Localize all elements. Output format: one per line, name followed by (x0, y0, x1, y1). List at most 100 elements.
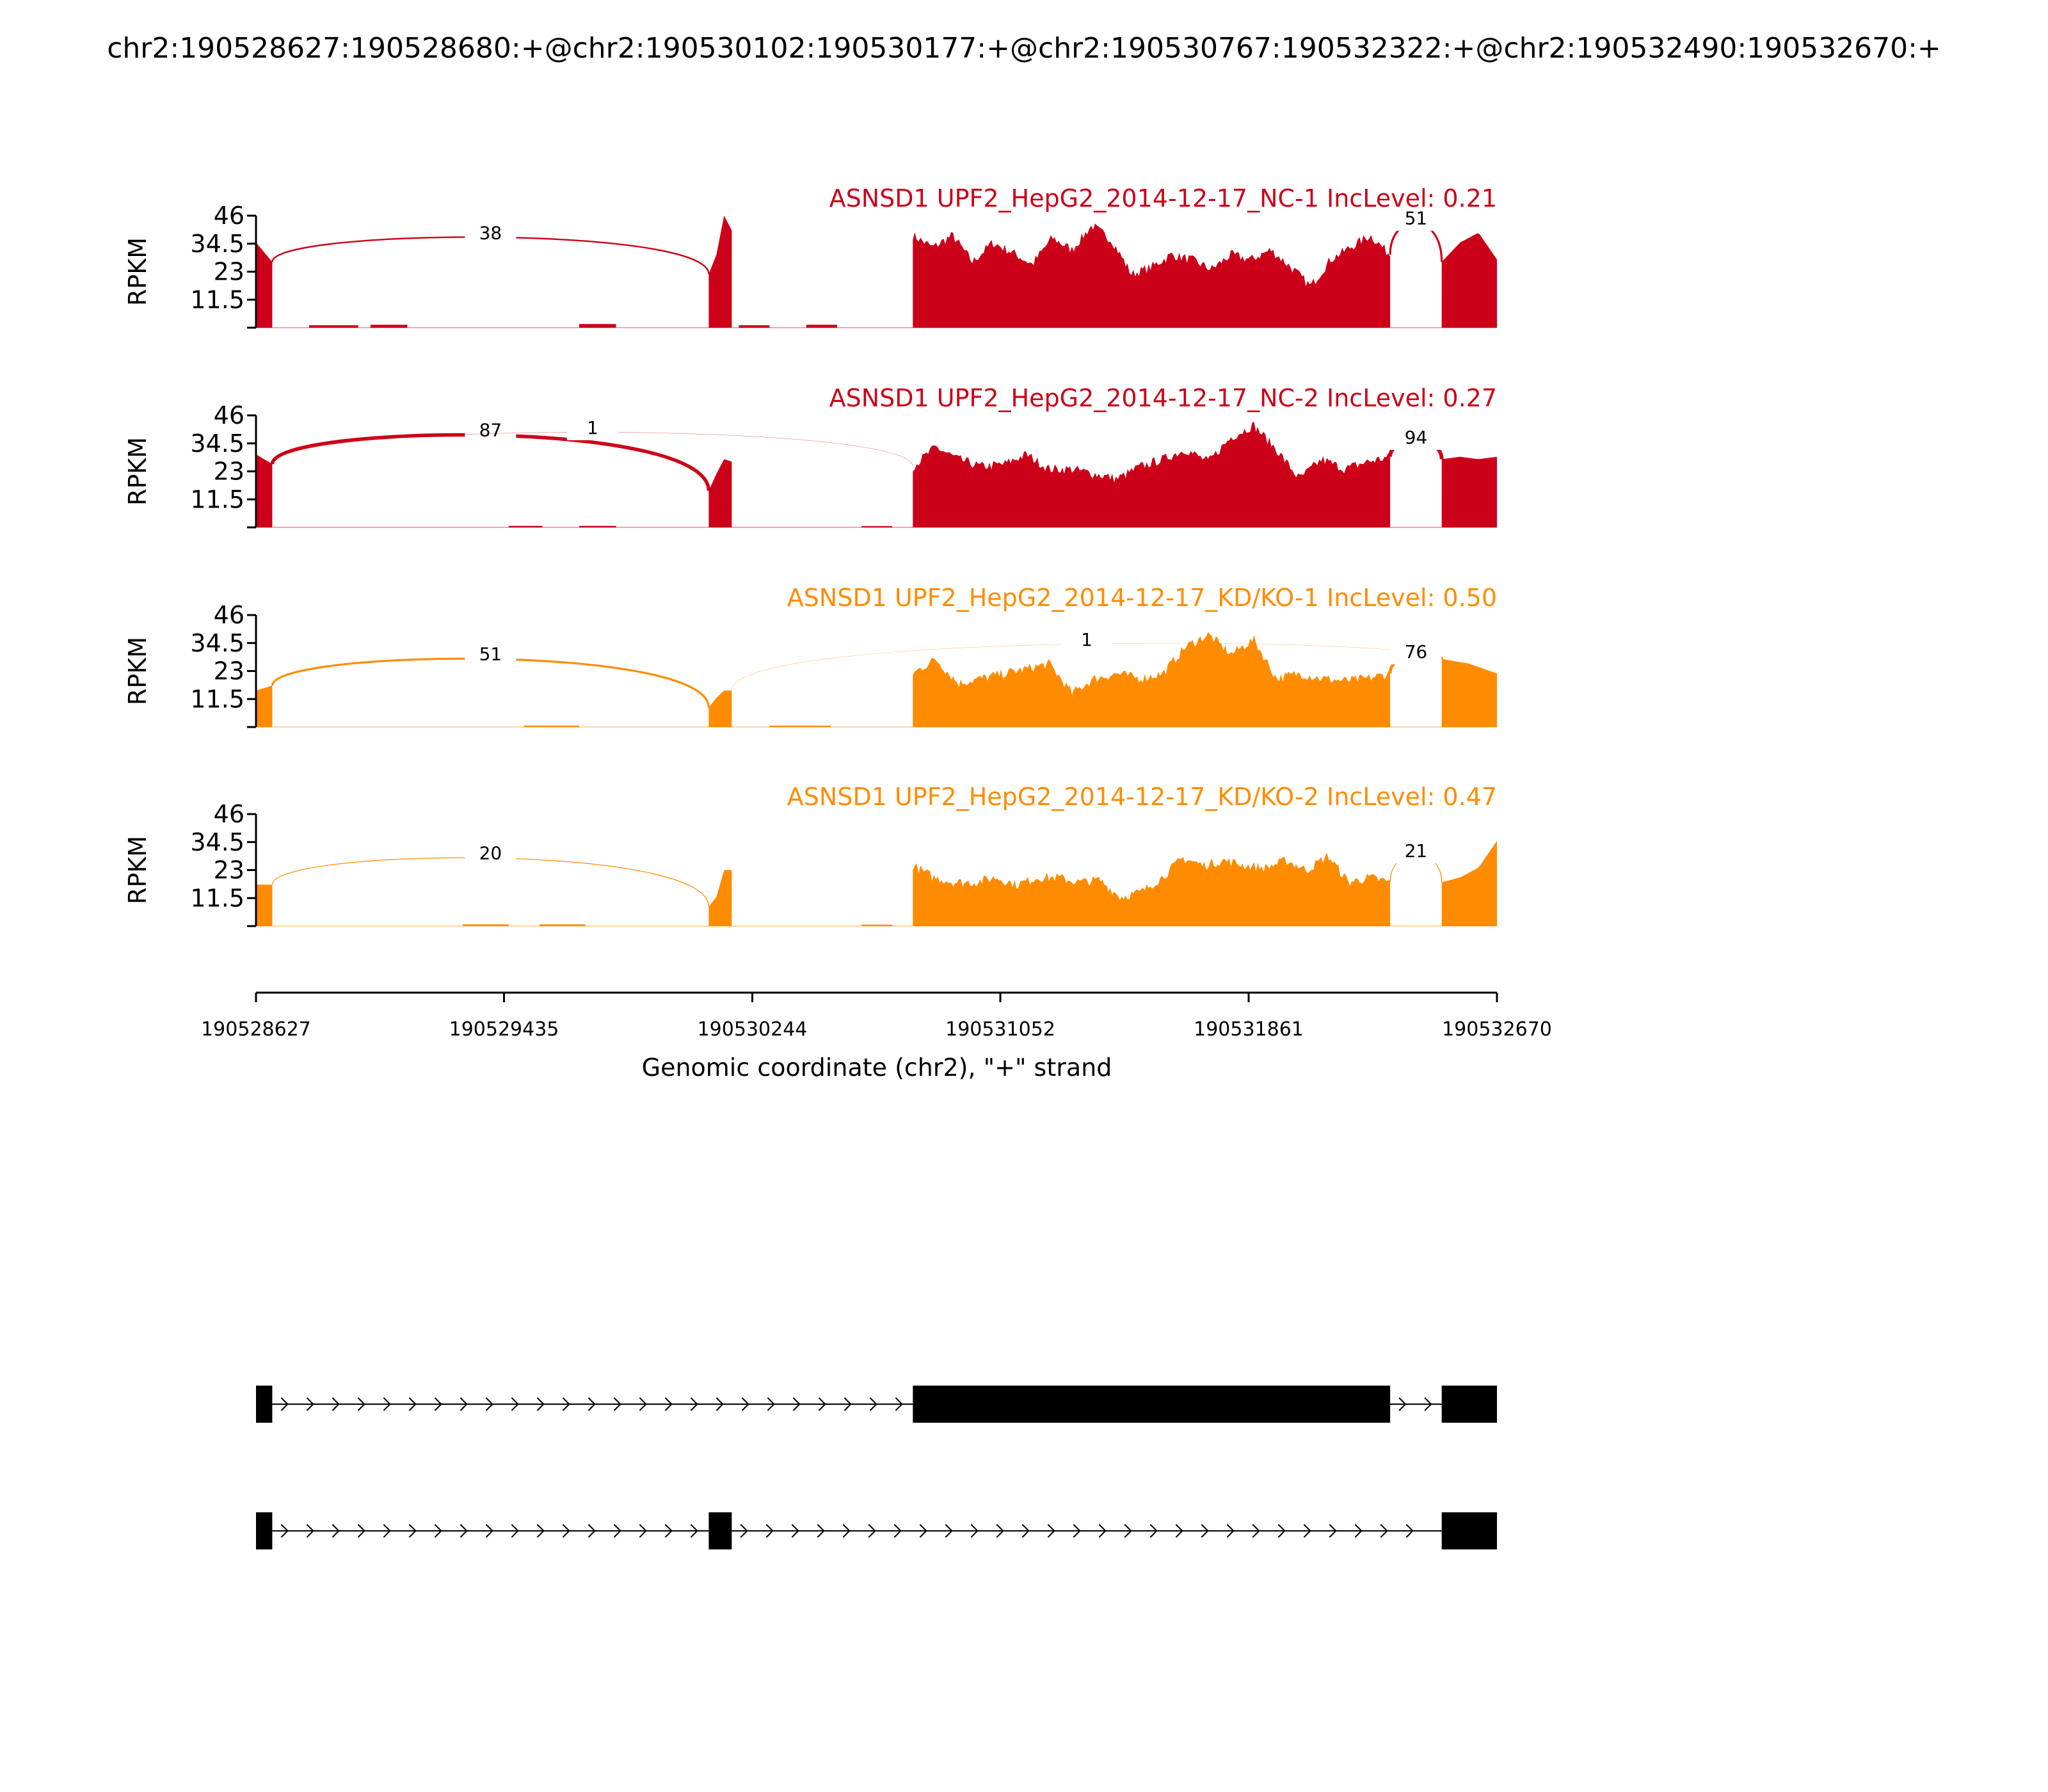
strand-chevron-icon (1098, 1524, 1107, 1538)
y-tick-label: 34.5 (190, 230, 244, 258)
coverage-area (913, 852, 1391, 926)
strand-chevron-icon (434, 1397, 442, 1411)
coverage-area (256, 884, 273, 926)
y-tick-label: 34.5 (190, 429, 244, 458)
junction-label-bg (1061, 626, 1113, 652)
y-tick-label: 46 (214, 800, 244, 828)
exon-block (708, 1512, 732, 1549)
strand-chevron-icon (639, 1524, 647, 1538)
strand-chevron-icon (1124, 1524, 1132, 1538)
y-tick-label: 46 (214, 202, 244, 230)
intron-coverage (370, 324, 408, 328)
junction-count-label: 87 (479, 420, 502, 441)
intron-coverage (539, 924, 586, 926)
junction-label-bg (1390, 205, 1442, 231)
coverage-area (256, 242, 273, 328)
track-title: ASNSD1 UPF2_HepG2_2014-12-17_NC-1 IncLev… (829, 184, 1497, 212)
strand-chevron-icon (690, 1524, 698, 1538)
intron-coverage (806, 324, 837, 328)
strand-chevron-icon (613, 1524, 621, 1538)
intron-coverage (579, 324, 616, 328)
strand-chevron-icon (588, 1524, 596, 1538)
strand-chevron-icon (1424, 1397, 1432, 1411)
coverage-area (1441, 659, 1497, 727)
coverage-area (913, 422, 1391, 527)
junction-label-bg (465, 417, 516, 443)
strand-chevron-icon (1252, 1524, 1260, 1538)
strand-chevron-icon (332, 1524, 340, 1538)
junction-arc (270, 433, 711, 492)
y-tick-label: 23 (214, 856, 244, 884)
strand-chevron-icon (893, 1524, 902, 1538)
junction-count-label: 38 (479, 222, 502, 243)
coverage-area (1441, 233, 1497, 328)
y-axis-label: RPKM (124, 836, 152, 904)
y-axis-label: RPKM (124, 437, 152, 506)
strand-chevron-icon (357, 1397, 365, 1411)
exon-block (1441, 1512, 1497, 1549)
coverage-area (708, 459, 732, 527)
x-axis-label: Genomic coordinate (chr2), "+" strand (642, 1053, 1112, 1082)
strand-chevron-icon (919, 1524, 927, 1538)
strand-chevron-icon (306, 1524, 314, 1538)
strand-chevron-icon (1329, 1524, 1337, 1538)
strand-chevron-icon (357, 1524, 365, 1538)
junction-label-bg (1390, 638, 1442, 664)
strand-chevron-icon (996, 1524, 1004, 1538)
strand-chevron-icon (613, 1397, 621, 1411)
strand-chevron-icon (690, 1397, 698, 1411)
junction-count-label: 21 (1405, 840, 1428, 861)
strand-chevron-icon (1380, 1524, 1388, 1538)
strand-chevron-icon (741, 1397, 749, 1411)
track-title: ASNSD1 UPF2_HepG2_2014-12-17_NC-2 IncLev… (829, 384, 1497, 412)
junction-count-label: 76 (1405, 641, 1428, 662)
intron-coverage (861, 526, 893, 527)
x-tick-label: 190531861 (1194, 1018, 1304, 1041)
isoform-1 (256, 1386, 1497, 1423)
intron-coverage (462, 924, 509, 926)
exon-block (1441, 1386, 1497, 1423)
y-tick-label: 11.5 (190, 685, 244, 713)
x-tick-label: 190528627 (201, 1018, 311, 1041)
exon-block (256, 1512, 273, 1549)
strand-chevron-icon (767, 1397, 775, 1411)
strand-chevron-icon (588, 1397, 596, 1411)
y-tick-label: 11.5 (190, 884, 244, 912)
strand-chevron-icon (562, 1524, 570, 1538)
y-tick-label: 23 (214, 458, 244, 486)
junction-count-label: 20 (479, 843, 502, 864)
junction-count-label: 1 (587, 417, 598, 438)
coverage-area (256, 454, 273, 527)
strand-chevron-icon (536, 1397, 545, 1411)
coverage-area (708, 870, 732, 926)
strand-chevron-icon (460, 1397, 468, 1411)
x-tick-label: 190531052 (945, 1018, 1055, 1041)
coverage-area (913, 632, 1391, 727)
junction-label-bg (465, 641, 516, 667)
strand-chevron-icon (383, 1397, 391, 1411)
strand-chevron-icon (485, 1524, 493, 1538)
track-title: ASNSD1 UPF2_HepG2_2014-12-17_KD/KO-1 Inc… (787, 584, 1497, 612)
strand-chevron-icon (1047, 1524, 1055, 1538)
strand-chevron-icon (1201, 1524, 1209, 1538)
strand-chevron-icon (1149, 1524, 1158, 1538)
strand-chevron-icon (1175, 1524, 1183, 1538)
intron-coverage (579, 525, 616, 527)
junction-count-label: 51 (1405, 208, 1428, 229)
strand-chevron-icon (664, 1524, 673, 1538)
exon-block (913, 1386, 1391, 1423)
y-axis-label: RPKM (124, 637, 152, 705)
junction-label-bg (566, 414, 618, 440)
strand-chevron-icon (1226, 1524, 1235, 1538)
strand-chevron-icon (511, 1397, 519, 1411)
strand-chevron-icon (408, 1397, 417, 1411)
strand-chevron-icon (562, 1397, 570, 1411)
strand-chevron-icon (765, 1524, 774, 1538)
y-tick-label: 23 (214, 258, 244, 286)
intron-coverage (861, 924, 893, 926)
isoform-2 (256, 1512, 1497, 1549)
strand-chevron-icon (818, 1397, 826, 1411)
